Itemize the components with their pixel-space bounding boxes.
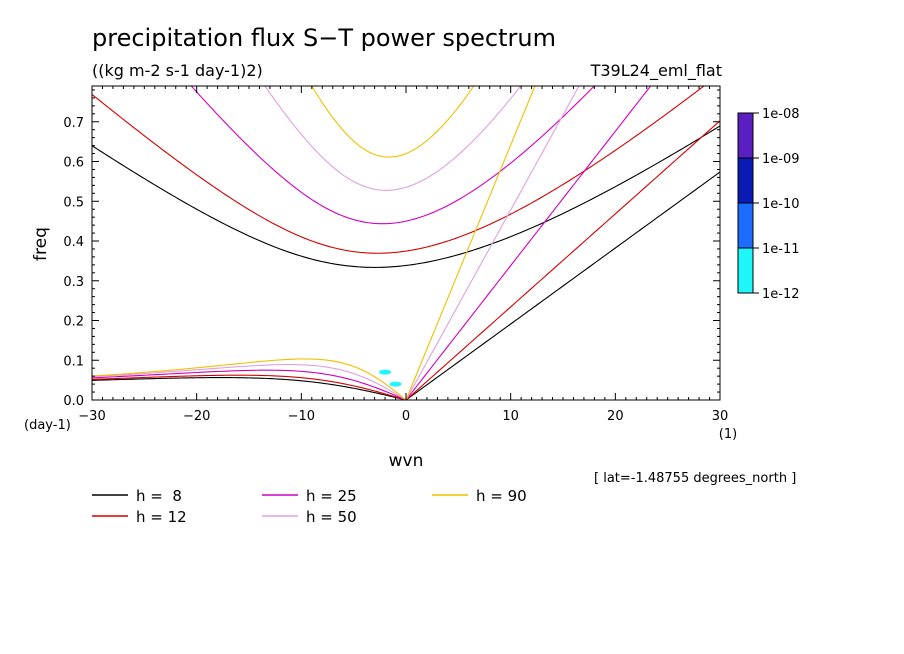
y-tick-label: 0.7 — [63, 116, 84, 131]
chart-title: precipitation flux S−T power spectrum — [92, 24, 556, 52]
plot-frame — [91, 85, 721, 401]
x-axis-unit: (1) — [719, 427, 737, 442]
legend-label: h = 8 — [136, 487, 182, 505]
rossby-curve — [92, 364, 407, 400]
colorbar-label: 1e-10 — [762, 197, 800, 212]
legend-label: h = 50 — [306, 508, 357, 526]
y-tick-label: 0.3 — [63, 275, 84, 290]
kelvin-curve — [405, 86, 536, 400]
kelvin-curve — [405, 120, 720, 400]
colorbar-swatch — [737, 202, 754, 249]
colorbar-label: 1e-08 — [762, 107, 800, 122]
x-tick-label: −10 — [288, 409, 315, 424]
y-tick-label: 0.1 — [63, 354, 84, 369]
x-tick-label: 20 — [607, 409, 624, 424]
gravity-curve — [92, 86, 705, 254]
x-tick-label: −20 — [183, 409, 210, 424]
x-tick-label: 10 — [502, 409, 519, 424]
colorbar-label: 1e-12 — [762, 287, 800, 302]
latitude-annotation: [ lat=-1.48755 degrees_north ] — [594, 471, 796, 486]
y-tick-label: 0.6 — [63, 156, 84, 171]
y-tick-labels: 0.0 0.1 0.2 0.3 0.4 0.5 0.6 0.7 — [63, 116, 84, 409]
colorbar-swatch — [737, 157, 754, 204]
series-8 — [92, 125, 720, 400]
legend-label: h = 12 — [136, 508, 187, 526]
colorbar: 1e-08 1e-09 1e-10 1e-11 1e-12 — [737, 107, 800, 302]
kelvin-curve — [405, 86, 580, 400]
series-50 — [92, 86, 580, 400]
rossby-curve — [92, 374, 407, 400]
experiment-label: T39L24_eml_flat — [590, 61, 722, 81]
spectral-blob — [379, 369, 392, 375]
x-tick-label: 30 — [712, 409, 729, 424]
series-90 — [92, 86, 536, 400]
rossby-curve — [92, 358, 407, 400]
axis-ticks — [91, 86, 721, 401]
series-12 — [92, 86, 720, 400]
y-tick-label: 0.4 — [63, 235, 84, 250]
x-tick-labels: −30 −20 −10 0 10 20 30 — [78, 409, 728, 424]
plot-area: −30 −20 −10 0 10 20 30 0.00.10.20.30.40.50.60.… — [63, 85, 728, 424]
rossby-curve — [92, 377, 407, 400]
y-tick-label: 0.2 — [63, 315, 84, 330]
colorbar-label: 1e-11 — [762, 242, 800, 257]
spectral-blob — [389, 381, 402, 387]
x-tick-label: 0 — [402, 409, 410, 424]
series-25 — [92, 86, 652, 400]
y-tick-label: 0.0 — [63, 394, 84, 409]
gravity-curve — [92, 125, 720, 268]
x-axis-label: wvn — [389, 451, 424, 471]
colorbar-label: 1e-09 — [762, 152, 800, 167]
x-tick-label: −30 — [78, 409, 105, 424]
legend: h = 8 h = 12 h = 25 h = 50 h = 90 — [92, 487, 527, 526]
chart-units: ((kg m-2 s-1 day-1)2) — [92, 61, 263, 80]
gravity-curve — [264, 86, 522, 191]
kelvin-curve — [405, 86, 652, 400]
dispersion-curves — [92, 86, 720, 400]
kelvin-curve — [405, 171, 720, 400]
y-axis-unit: (day-1) — [24, 418, 71, 433]
legend-label: h = 25 — [306, 487, 357, 505]
y-axis-label: freq — [31, 227, 51, 261]
gravity-curve — [311, 86, 475, 158]
y-tick-label: 0.5 — [63, 195, 84, 210]
spectral-power-blobs — [379, 369, 402, 387]
colorbar-swatch — [737, 247, 754, 294]
colorbar-swatch — [737, 112, 754, 159]
rossby-curve — [92, 369, 407, 400]
legend-label: h = 90 — [476, 487, 527, 505]
